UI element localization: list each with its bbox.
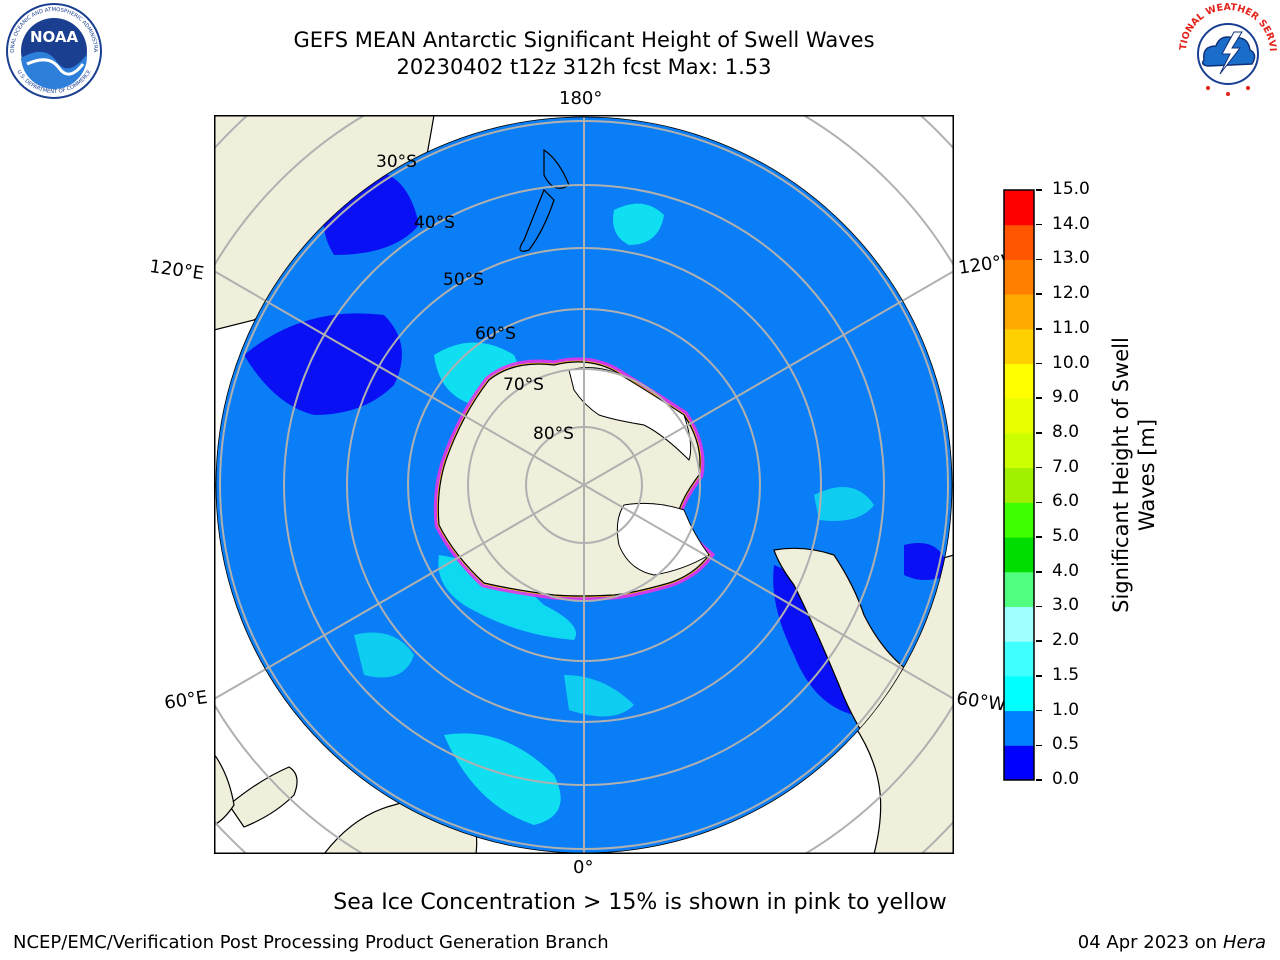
land-madagascar: [228, 766, 298, 828]
colorbar-segment: [1004, 328, 1034, 365]
colorbar-segment: [1004, 641, 1034, 677]
colorbar-tick-mark: [1036, 432, 1042, 434]
colorbar-tick-label: 9.0: [1052, 387, 1080, 408]
colorbar-segment: [1004, 224, 1034, 260]
colorbar-segment: [1004, 294, 1034, 330]
colorbar-tick-mark: [1036, 536, 1042, 538]
colorbar-tick-mark: [1036, 466, 1042, 469]
colorbar-tick-mark: [1036, 640, 1042, 642]
colorbar-tick-mark: [1036, 675, 1042, 677]
colorbar-tick-mark: [1036, 258, 1042, 261]
noaa-logo-text: NOAA: [30, 28, 79, 46]
lon-label-lower-left: 60°E: [163, 686, 209, 714]
lat-label-40s: 40°S: [414, 213, 455, 233]
colorbar-tick-mark: [1036, 362, 1042, 365]
colorbar-tick-label: 10.0: [1052, 352, 1090, 373]
colorbar-tick-label: 5.0: [1052, 526, 1080, 547]
colorbar-tick-label: 11.0: [1052, 317, 1090, 338]
chart-subtitle: 20230402 t12z 312h fcst Max: 1.53: [396, 55, 772, 79]
nws-logo: NATIONAL WEATHER SERVICE: [1178, 2, 1278, 99]
colorbar-segment: [1004, 675, 1034, 712]
colorbar-tick-mark: [1036, 605, 1042, 608]
noaa-logo: NOAA NATIONAL OCEANIC AND ATMOSPHERIC AD…: [5, 2, 102, 99]
colorbar-tick-label: 7.0: [1052, 456, 1080, 477]
colorbar-tick-label: 8.0: [1052, 421, 1080, 442]
colorbar-segment: [1004, 363, 1034, 399]
colorbar-tick-mark: [1036, 328, 1042, 330]
lat-label-60s: 60°S: [475, 324, 516, 344]
lon-label-top: 180°: [559, 88, 603, 109]
colorbar-tick-mark: [1036, 779, 1042, 781]
colorbar-segment: [1004, 606, 1034, 642]
polar-map: [214, 115, 954, 854]
colorbar-tick-mark: [1036, 571, 1042, 573]
footer-host: Hera: [1222, 932, 1266, 953]
footer-credit: NCEP/EMC/Verification Post Processing Pr…: [13, 932, 609, 953]
footer-date: 04 Apr 2023 on Hera: [1077, 932, 1266, 953]
lat-label-70s: 70°S: [503, 375, 544, 395]
colorbar-tick-label: 1.0: [1052, 699, 1080, 720]
colorbar-segment: [1004, 745, 1034, 781]
colorbar-tick-mark: [1036, 397, 1042, 399]
lat-label-50s: 50°S: [443, 270, 484, 290]
colorbar-tick-mark: [1036, 223, 1042, 226]
sea-ice-caption: Sea Ice Concentration > 15% is shown in …: [333, 890, 947, 915]
colorbar-tick-label: 0.0: [1052, 769, 1080, 789]
colorbar-tick-mark: [1036, 501, 1042, 504]
colorbar-tick-label: 12.0: [1052, 283, 1090, 304]
colorbar-tick-label: 0.5: [1052, 734, 1080, 755]
colorbar-tick-mark: [1036, 709, 1042, 712]
colorbar-segment: [1004, 502, 1034, 538]
lat-label-80s: 80°S: [533, 424, 574, 444]
colorbar-tick-label: 14.0: [1052, 213, 1090, 234]
colorbar-tick-mark: [1036, 189, 1042, 191]
weddell-ice-shelf: [616, 502, 710, 576]
lon-label-lower-right: 60°W: [955, 688, 1008, 716]
colorbar-tick-label: 15.0: [1052, 179, 1090, 199]
colorbar-tick-label: 3.0: [1052, 595, 1080, 616]
colorbar-segment: [1004, 537, 1034, 573]
lat-label-30s: 30°S: [376, 152, 417, 172]
colorbar-segment: [1004, 432, 1034, 469]
colorbar-segment: [1004, 467, 1034, 503]
chart-title: GEFS MEAN Antarctic Significant Height o…: [293, 28, 875, 52]
colorbar-segment: [1004, 259, 1034, 295]
lon-label-bottom: 0°: [573, 857, 594, 878]
colorbar-segment: [1004, 571, 1034, 607]
colorbar-tick-label: 6.0: [1052, 491, 1080, 512]
colorbar-tick-label: 4.0: [1052, 560, 1080, 581]
colorbar-segment: [1004, 710, 1034, 746]
colorbar-tick-label: 1.5: [1052, 664, 1080, 685]
lon-label-upper-left: 120°E: [148, 256, 206, 285]
colorbar-tick-mark: [1036, 293, 1042, 295]
colorbar-tick-mark: [1036, 744, 1042, 747]
colorbar-tick-label: 13.0: [1052, 248, 1090, 269]
colorbar-segment: [1004, 398, 1034, 434]
colorbar: [1003, 189, 1035, 781]
colorbar-tick-label: 2.0: [1052, 630, 1080, 651]
colorbar-segment: [1004, 190, 1034, 226]
